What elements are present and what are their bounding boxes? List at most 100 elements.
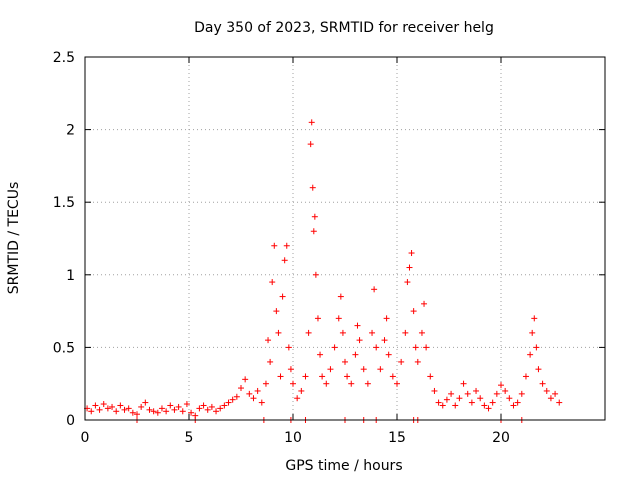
data-point	[435, 399, 442, 406]
data-point	[514, 399, 521, 406]
data-point	[406, 264, 413, 271]
grid	[85, 57, 605, 420]
data-point	[460, 380, 467, 387]
plot-frame	[84, 56, 606, 421]
data-point	[196, 405, 203, 412]
data-point	[352, 351, 359, 358]
data-point	[258, 399, 265, 406]
data-point	[539, 380, 546, 387]
y-tick-label: 1	[66, 268, 75, 284]
data-point	[431, 387, 438, 394]
x-tick-label: 10	[284, 430, 302, 446]
data-point	[529, 329, 536, 336]
data-point	[327, 366, 334, 373]
data-point	[348, 380, 355, 387]
data-point	[448, 390, 455, 397]
data-point	[175, 403, 182, 410]
data-point	[485, 405, 492, 412]
data-point	[473, 387, 480, 394]
data-point	[104, 405, 111, 412]
data-point	[171, 406, 178, 413]
data-point	[285, 344, 292, 351]
data-point	[179, 408, 186, 415]
data-point	[254, 387, 261, 394]
data-point	[281, 257, 288, 264]
data-point	[410, 308, 417, 315]
data-point	[427, 373, 434, 380]
data-point	[265, 337, 272, 344]
data-point	[275, 329, 282, 336]
data-point	[552, 390, 559, 397]
data-point	[208, 403, 215, 410]
data-point	[317, 351, 324, 358]
y-axis-label: SRMTID / TECUs	[6, 182, 22, 295]
data-point	[308, 119, 315, 126]
y-tick-label: 0.5	[53, 340, 75, 356]
data-point	[522, 373, 529, 380]
data-point	[117, 402, 124, 409]
data-point	[290, 380, 296, 387]
data-point	[335, 315, 342, 322]
data-point	[142, 399, 149, 406]
data-point	[250, 395, 257, 402]
data-point	[543, 387, 550, 394]
y-tick-label: 2.5	[53, 50, 75, 66]
data-point	[323, 380, 330, 387]
data-point	[305, 329, 312, 336]
data-point	[394, 380, 400, 387]
data-point	[238, 385, 244, 392]
data-point	[138, 403, 145, 410]
data-point	[309, 184, 316, 191]
data-point	[271, 242, 278, 249]
data-point	[369, 329, 376, 336]
data-point	[502, 387, 509, 394]
data-point	[527, 351, 534, 358]
data-point	[307, 141, 314, 148]
data-point	[225, 399, 232, 406]
data-point	[389, 373, 396, 380]
data-point	[533, 344, 540, 351]
data-point	[269, 279, 276, 286]
data-point	[229, 396, 236, 403]
data-point	[331, 344, 338, 351]
data-point	[277, 373, 284, 380]
data-point	[311, 213, 318, 220]
data-point	[233, 393, 240, 400]
data-point	[443, 396, 450, 403]
data-point	[113, 408, 120, 415]
data-point	[402, 329, 409, 336]
data-point	[167, 402, 174, 409]
data-point	[360, 366, 367, 373]
data-point	[262, 380, 269, 387]
data-point	[158, 405, 165, 412]
data-point	[88, 408, 95, 415]
data-point	[477, 395, 484, 402]
data-point	[518, 390, 525, 397]
data-point	[204, 406, 211, 413]
data-point	[200, 402, 207, 409]
data-point	[109, 403, 116, 410]
data-point	[373, 344, 380, 351]
data-point	[213, 408, 220, 415]
data-point	[242, 376, 249, 383]
x-tick-label: 15	[388, 430, 406, 446]
y-tick-label: 1.5	[53, 195, 75, 211]
x-axis-label: GPS time / hours	[285, 458, 402, 474]
data-point	[489, 399, 496, 406]
data-point	[398, 358, 405, 365]
data-point	[385, 351, 392, 358]
data-point	[344, 373, 351, 380]
data-point	[246, 390, 253, 397]
data-point	[146, 406, 153, 413]
data-point	[421, 300, 428, 307]
data-point	[279, 293, 286, 300]
data-point	[221, 402, 228, 409]
data-point	[273, 308, 280, 315]
data-point	[188, 409, 195, 416]
data-point	[96, 406, 103, 413]
data-point	[302, 373, 309, 380]
data-point	[381, 337, 388, 344]
data-point	[498, 382, 504, 389]
data-point	[464, 390, 471, 397]
